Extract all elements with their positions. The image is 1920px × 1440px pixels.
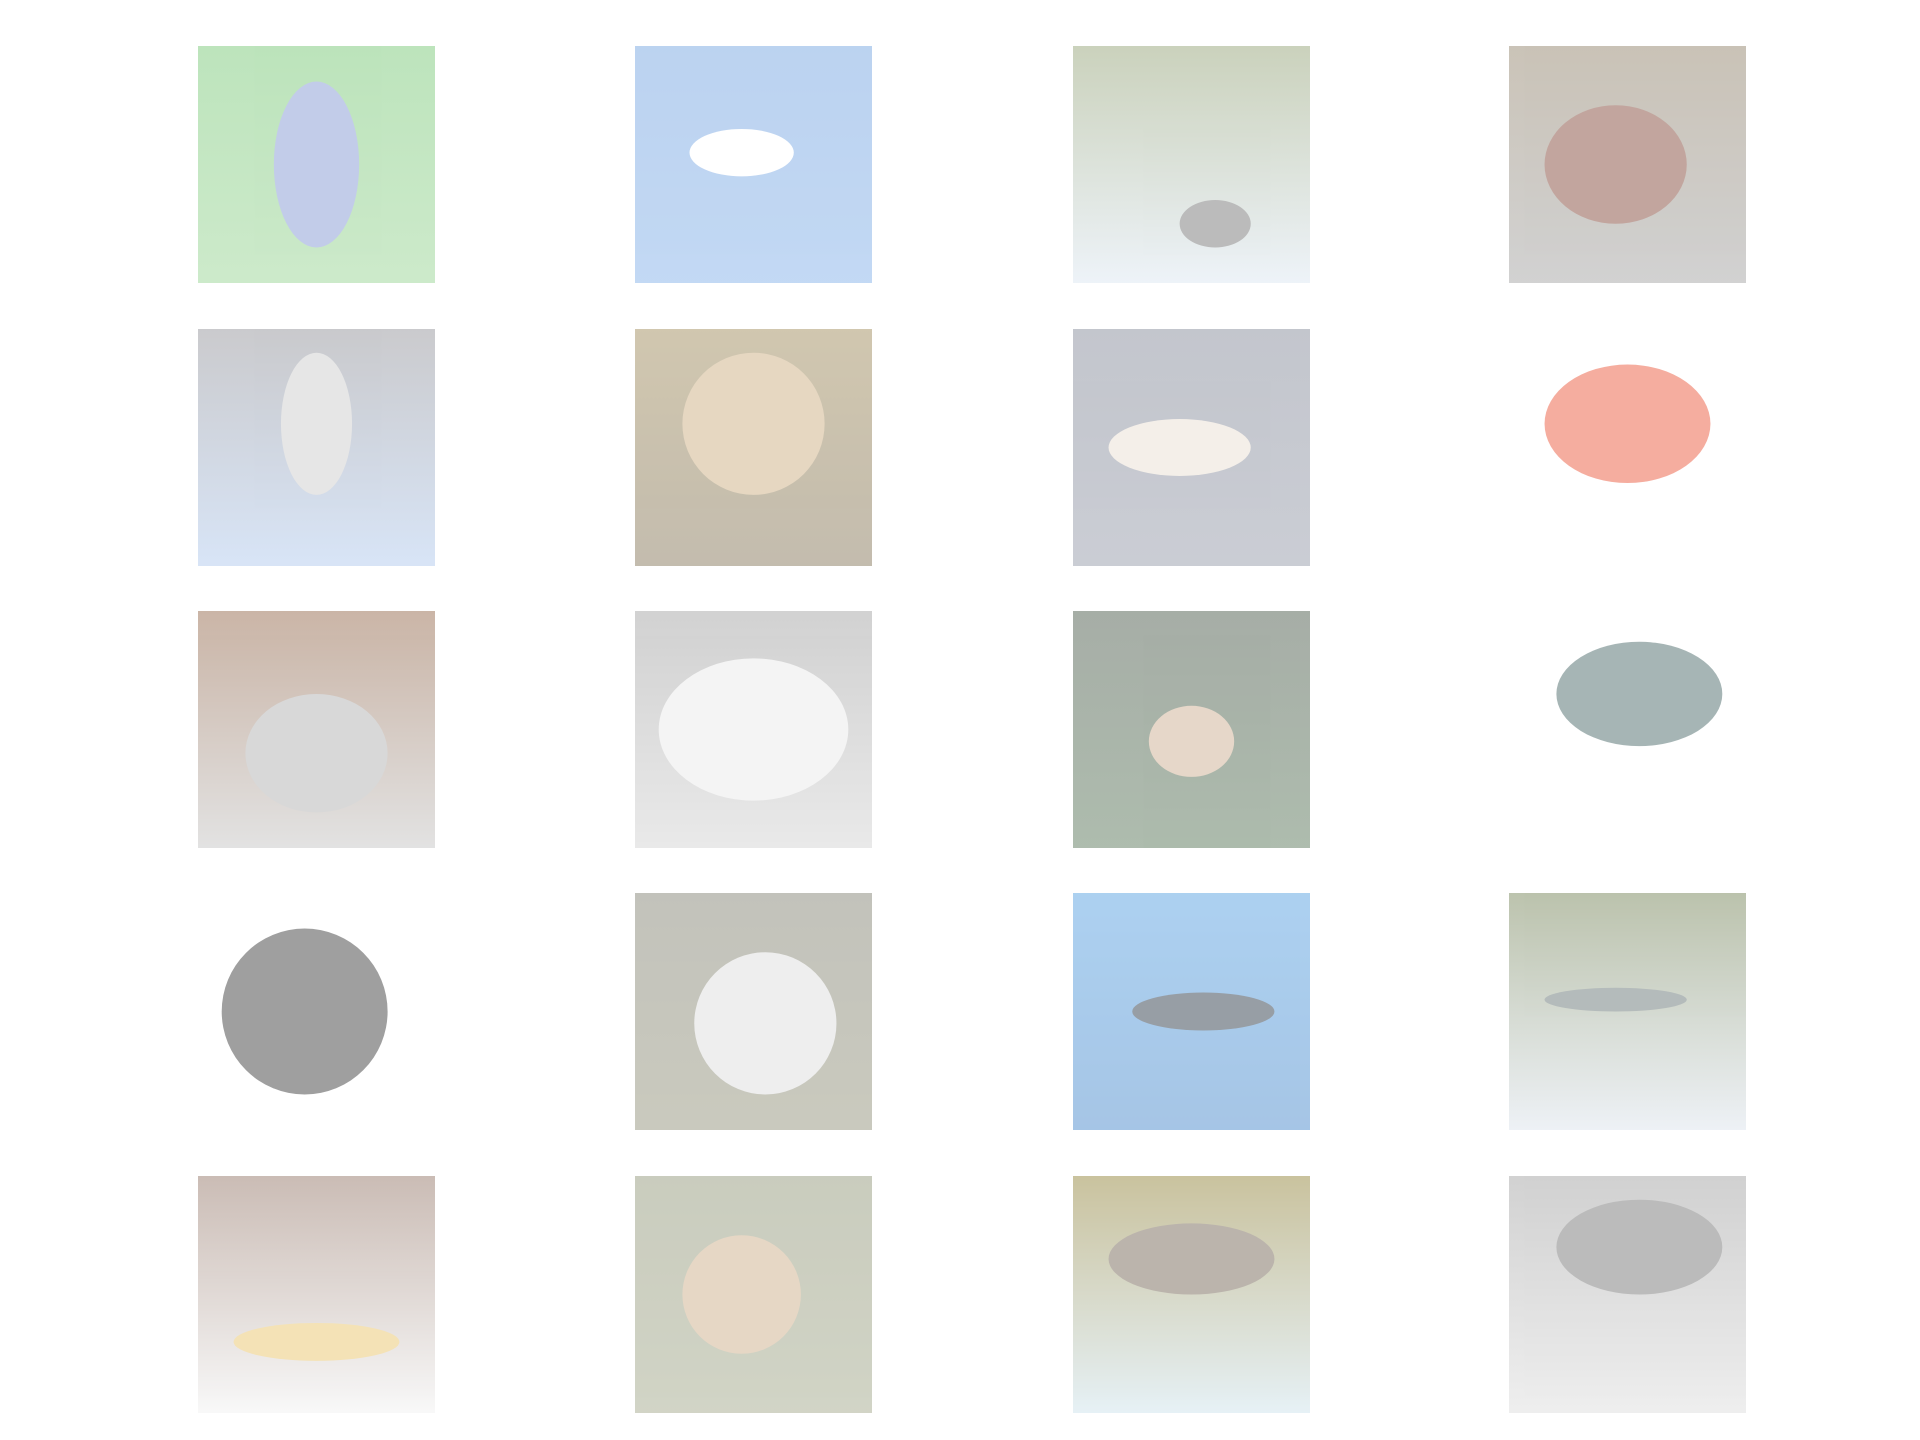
image-tile	[635, 329, 872, 566]
tile-subject	[1132, 992, 1275, 1031]
tile-subject	[1148, 705, 1235, 777]
tile-subject	[280, 352, 353, 495]
image-tile	[198, 611, 435, 848]
image-tile	[198, 46, 435, 283]
image-tile	[1509, 1176, 1746, 1413]
tile-background	[635, 329, 872, 566]
tile-subject	[1556, 1199, 1723, 1295]
tile-subject	[1544, 105, 1687, 224]
tile-subject	[658, 658, 849, 801]
image-tile	[1544, 364, 1711, 484]
tile-subject	[1544, 364, 1711, 484]
tile-subject	[273, 81, 360, 248]
tile-subject	[1108, 419, 1251, 476]
tile-background	[635, 1176, 872, 1413]
tile-subject	[221, 928, 388, 1095]
image-tile	[1509, 893, 1746, 1130]
tile-background	[1073, 611, 1310, 848]
tile-subject	[1108, 1223, 1275, 1295]
tile-background	[635, 46, 872, 283]
image-tile	[1556, 641, 1723, 747]
image-tile	[1073, 46, 1310, 283]
tile-subject	[694, 952, 837, 1095]
tile-background	[1073, 893, 1310, 1130]
tile-subject	[245, 693, 388, 813]
tile-background	[198, 329, 435, 566]
tile-subject	[1544, 987, 1687, 1012]
tile-subject	[1179, 200, 1251, 248]
tile-background	[1073, 329, 1310, 566]
image-tile	[635, 893, 872, 1130]
tile-background	[198, 46, 435, 283]
tile-subject	[1556, 641, 1723, 747]
tile-subject	[682, 352, 825, 495]
tile-subject	[682, 1235, 801, 1354]
tile-background	[1509, 46, 1746, 283]
image-tile	[635, 46, 872, 283]
image-tile	[1073, 611, 1310, 848]
image-tile	[198, 1176, 435, 1413]
image-tile	[198, 329, 435, 566]
image-tile	[1073, 893, 1310, 1130]
tile-background	[635, 611, 872, 848]
tile-subject	[689, 128, 794, 177]
image-tile	[1073, 1176, 1310, 1413]
image-tile	[635, 1176, 872, 1413]
image-tile	[1073, 329, 1310, 566]
image-tile	[635, 611, 872, 848]
tile-background	[1073, 1176, 1310, 1413]
tile-subject	[233, 1322, 400, 1361]
tile-background	[1073, 46, 1310, 283]
image-tile	[221, 928, 388, 1095]
tile-background	[1509, 1176, 1746, 1413]
image-tile	[1509, 46, 1746, 283]
tile-background	[635, 893, 872, 1130]
tile-background	[1509, 893, 1746, 1130]
tile-background	[198, 1176, 435, 1413]
tile-background	[198, 611, 435, 848]
